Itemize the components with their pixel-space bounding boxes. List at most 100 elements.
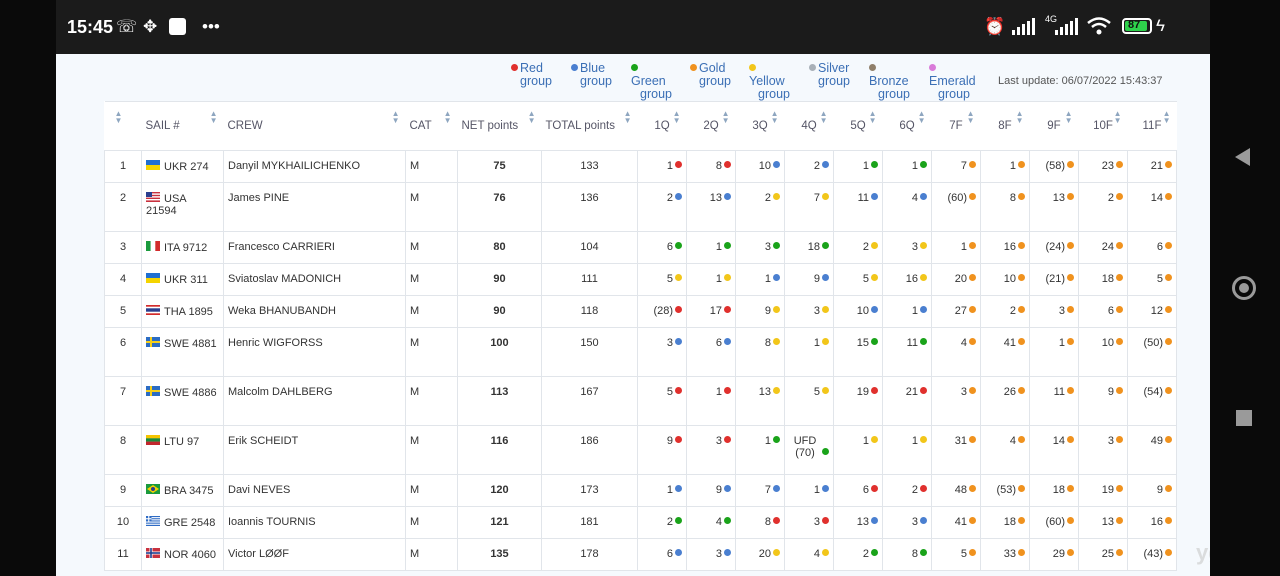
legend-dot-icon bbox=[869, 64, 876, 71]
back-icon[interactable] bbox=[1235, 148, 1250, 166]
table-row[interactable]: 2 USA 21594 James PINE M 76 136 2 13 2 7 11 4 (60) 8 1… bbox=[104, 182, 1177, 232]
group-dot-icon bbox=[773, 387, 780, 394]
sail-number: NOR 4060 bbox=[164, 549, 216, 561]
race-score: (54) bbox=[1143, 386, 1163, 398]
col-race[interactable]: 6Q ▲ ▼ bbox=[882, 101, 932, 151]
cell-race: 1 bbox=[686, 376, 736, 426]
table-row[interactable]: 3 ITA 9712 Francesco CARRIERI M 80 104 6 1 3 18 2 3… bbox=[104, 231, 1177, 264]
race-score: 1 bbox=[666, 484, 673, 496]
group-dot-icon bbox=[675, 436, 682, 443]
cell-race: 13 bbox=[735, 376, 785, 426]
race-score: 8 bbox=[764, 516, 771, 528]
group-dot-icon bbox=[871, 338, 878, 345]
race-score: 17 bbox=[709, 305, 722, 317]
cell-race: 8 bbox=[686, 150, 736, 183]
race-score: 18 bbox=[1003, 516, 1016, 528]
cell-race: 2 bbox=[882, 474, 932, 507]
race-score: 23 bbox=[1101, 160, 1114, 172]
cell-race: 2 bbox=[833, 538, 883, 571]
table-row[interactable]: 4 UKR 311 Sviatoslav MADONICH M 90 111 5 1 1 9 5 16… bbox=[104, 263, 1177, 296]
race-score: 9 bbox=[764, 305, 771, 317]
cell-race: 1 bbox=[784, 327, 834, 377]
cell-race: 2 bbox=[637, 182, 687, 232]
race-score: 49 bbox=[1150, 435, 1163, 447]
cell-race: 1 bbox=[833, 150, 883, 183]
col-race[interactable]: 4Q ▲ ▼ bbox=[784, 101, 834, 151]
race-score: 13 bbox=[758, 386, 771, 398]
race-score: 3 bbox=[715, 548, 722, 560]
cell-position: 6 bbox=[104, 327, 142, 377]
cell-race: 1 bbox=[686, 263, 736, 296]
cell-crew: Sviatoslav MADONICH bbox=[223, 263, 406, 296]
home-icon[interactable] bbox=[1232, 276, 1256, 300]
cell-race: (60) bbox=[1029, 506, 1079, 539]
table-row[interactable]: 8 LTU 97 Erik SCHEIDT M 116 186 9 3 1 UFD (70) 1 1 3… bbox=[104, 425, 1177, 475]
cell-race: 16 bbox=[1127, 506, 1177, 539]
cell-race: 21 bbox=[882, 376, 932, 426]
race-score: (24) bbox=[1045, 241, 1065, 253]
race-score: 3 bbox=[813, 305, 820, 317]
cell-total: 136 bbox=[541, 182, 638, 232]
col-race[interactable]: 8F ▲ ▼ bbox=[980, 101, 1030, 151]
race-score: 6 bbox=[666, 548, 673, 560]
race-score: 10 bbox=[1003, 273, 1016, 285]
sort-icon: ▲ ▼ bbox=[917, 109, 926, 125]
table-row[interactable]: 11 NOR 4060 Victor LØØF M 135 178 6 3 20 4 2 8 5 33 29… bbox=[104, 538, 1177, 571]
table-row[interactable]: 5 THA 1895 Weka BHANUBANDH M 90 118 (28) 17 9 3 10… bbox=[104, 295, 1177, 328]
cell-race: 1 bbox=[637, 474, 687, 507]
cell-race: 23 bbox=[1078, 150, 1128, 183]
app-icon bbox=[169, 18, 186, 35]
col-race[interactable]: 9F ▲ ▼ bbox=[1029, 101, 1079, 151]
race-score: 3 bbox=[715, 435, 722, 447]
col-race[interactable]: 2Q ▲ ▼ bbox=[686, 101, 736, 151]
status-bar: 15:45 ☏ ✥ ••• ⏰ 4G 87 ϟ bbox=[56, 0, 1210, 54]
race-score: 1 bbox=[764, 435, 771, 447]
cell-race: 4 bbox=[931, 327, 981, 377]
race-score: 6 bbox=[666, 241, 673, 253]
col-race[interactable]: 3Q ▲ ▼ bbox=[735, 101, 785, 151]
col-total[interactable]: TOTAL points ▲ ▼ bbox=[541, 101, 638, 151]
cell-net: 120 bbox=[457, 474, 542, 507]
col-race[interactable]: 7F ▲ ▼ bbox=[931, 101, 981, 151]
group-dot-icon bbox=[1067, 338, 1074, 345]
cell-cat: M bbox=[405, 425, 458, 475]
group-dot-icon bbox=[1018, 242, 1025, 249]
table-row[interactable]: 10 GRE 2548 Ioannis TOURNIS M 121 181 2 4 8 3 13 3 4… bbox=[104, 506, 1177, 539]
cell-cat: M bbox=[405, 182, 458, 232]
phone-screen: 15:45 ☏ ✥ ••• ⏰ 4G 87 ϟ Red group Blue grou… bbox=[56, 0, 1210, 576]
cell-race: 11 bbox=[833, 182, 883, 232]
group-dot-icon bbox=[724, 274, 731, 281]
cell-cat: M bbox=[405, 150, 458, 183]
race-score: 8 bbox=[1009, 192, 1016, 204]
cell-race: 3 bbox=[735, 231, 785, 264]
cell-total: 133 bbox=[541, 150, 638, 183]
legend-label: group bbox=[699, 74, 731, 88]
table-row[interactable]: 7 SWE 4886 Malcolm DAHLBERG M 113 167 5 1 13 5 19 2… bbox=[104, 376, 1177, 426]
col-race[interactable]: 11F ▲ ▼ bbox=[1127, 101, 1177, 151]
gre-flag-icon bbox=[146, 516, 160, 526]
group-dot-icon bbox=[822, 193, 829, 200]
table-row[interactable]: 6 SWE 4881 Henric WIGFORSS M 100 150 3 6 8 1 15 11 4… bbox=[104, 327, 1177, 377]
cell-race: 27 bbox=[931, 295, 981, 328]
col-race[interactable]: 1Q ▲ ▼ bbox=[637, 101, 687, 151]
race-score: 5 bbox=[960, 548, 967, 560]
col-pos[interactable]: ▲ ▼ bbox=[104, 101, 142, 151]
table-row[interactable]: 9 BRA 3475 Davi NEVES M 120 173 1 9 7 1 6 2 48 (53) 18… bbox=[104, 474, 1177, 507]
cell-race: 16 bbox=[882, 263, 932, 296]
col-crew[interactable]: CREW ▲ ▼ bbox=[223, 101, 406, 151]
col-cat[interactable]: CAT ▲ ▼ bbox=[405, 101, 458, 151]
group-dot-icon bbox=[1165, 193, 1172, 200]
race-score: 4 bbox=[1009, 435, 1016, 447]
col-race[interactable]: 10F ▲ ▼ bbox=[1078, 101, 1128, 151]
col-net[interactable]: NET points ▲ ▼ bbox=[457, 101, 542, 151]
table-row[interactable]: 1 UKR 274 Danyil MYKHAILICHENKO M 75 133 1 8 10 2… bbox=[104, 150, 1177, 183]
col-sail[interactable]: SAIL # ▲ ▼ bbox=[141, 101, 224, 151]
race-score: 10 bbox=[1101, 337, 1114, 349]
col-race[interactable]: 5Q ▲ ▼ bbox=[833, 101, 883, 151]
cell-race: 6 bbox=[1078, 295, 1128, 328]
race-score: 48 bbox=[954, 484, 967, 496]
nor-flag-icon bbox=[146, 548, 160, 558]
sail-number: UKR 274 bbox=[164, 161, 209, 173]
group-dot-icon bbox=[871, 517, 878, 524]
recents-icon[interactable] bbox=[1236, 410, 1252, 426]
